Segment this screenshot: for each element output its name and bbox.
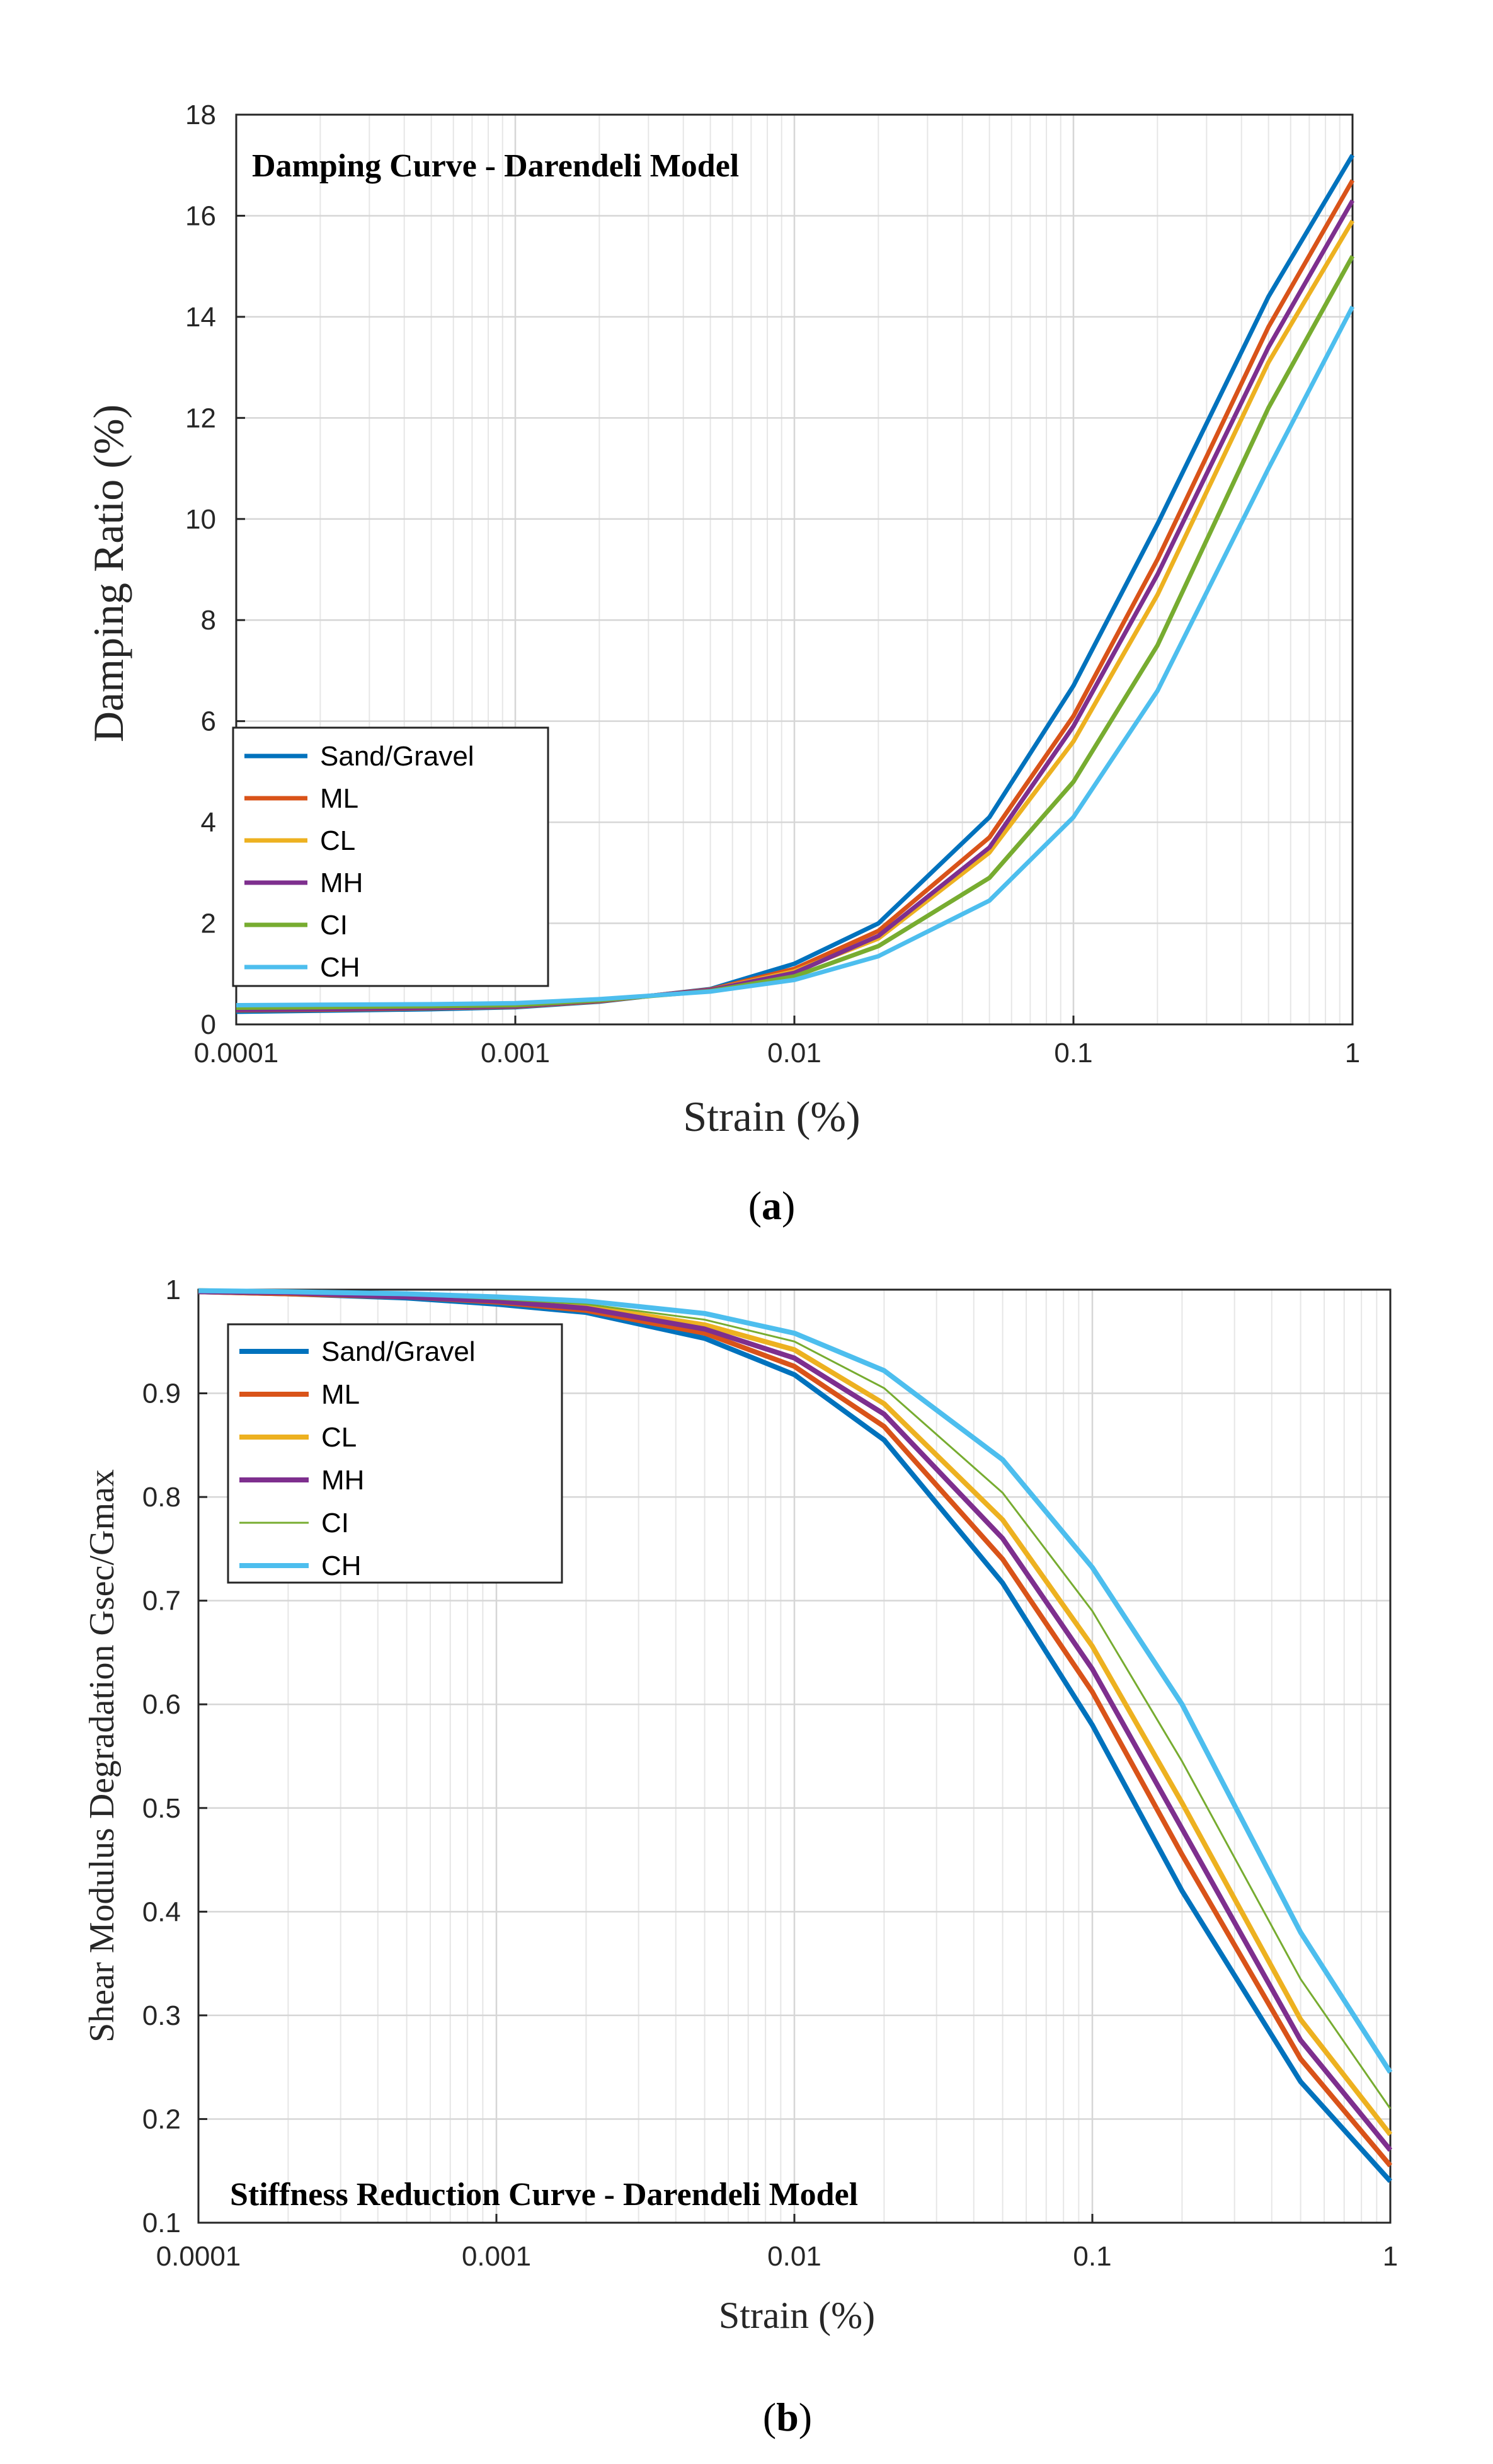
y-tick-label: 0.5 (142, 1793, 181, 1824)
y-tick-label: 1 (166, 1275, 181, 1305)
stiffness-chart: 0.1 0.2 0.3 0.4 0.5 0.6 0.7 0.8 0.9 1 0.0001 0.001 0… (83, 1275, 1398, 2336)
caption-a-letter: a (762, 1183, 782, 1228)
caption-b: (b) (763, 2395, 812, 2439)
legend-label: Sand/Gravel (320, 741, 474, 772)
legend-label: CI (321, 1508, 349, 1539)
legend-label: CH (320, 952, 360, 983)
damping-chart-ticks: 0 2 4 6 8 10 12 14 16 18 0.0001 0.001 0.01 0.1 1 (185, 100, 1360, 1069)
damping-chart-title: Damping Curve - Darendeli Model (252, 148, 739, 184)
y-tick-label: 10 (185, 504, 216, 535)
y-tick-label: 4 (201, 807, 216, 838)
legend-box (232, 726, 549, 987)
y-tick-label: 14 (185, 302, 216, 333)
x-tick-label: 1 (1345, 1038, 1360, 1069)
legend-label: CH (321, 1550, 362, 1581)
legend-label: Sand/Gravel (321, 1336, 476, 1367)
x-tick-label: 0.1 (1054, 1038, 1092, 1069)
stiffness-chart-ticks: 0.1 0.2 0.3 0.4 0.5 0.6 0.7 0.8 0.9 1 0.0001 0.001 0… (142, 1275, 1398, 2272)
damping-chart-legend: Sand/Gravel ML CL MH CI CH (232, 726, 549, 987)
x-tick-label: 0.0001 (194, 1038, 279, 1069)
damping-chart: 0 2 4 6 8 10 12 14 16 18 0.0001 0.001 0.01 0.1 1 Dampi… (84, 100, 1360, 1140)
legend-label: CI (320, 910, 348, 941)
y-tick-label: 8 (201, 605, 216, 636)
caption-b-letter: b (776, 2395, 799, 2439)
x-tick-label: 1 (1383, 2241, 1398, 2272)
stiffness-chart-title: Stiffness Reduction Curve - Darendeli Mo… (230, 2177, 858, 2213)
x-tick-label: 0.1 (1073, 2241, 1111, 2272)
x-tick-label: 0.0001 (156, 2241, 241, 2272)
series-line-ch (198, 1288, 1393, 2074)
legend-label: ML (321, 1379, 360, 1410)
y-tick-label: 0.9 (142, 1378, 181, 1409)
y-tick-label: 6 (201, 706, 216, 737)
y-tick-label: 0.2 (142, 2104, 181, 2135)
legend-label: ML (320, 783, 358, 814)
y-tick-label: 0.8 (142, 1482, 181, 1513)
x-tick-label: 0.001 (481, 1038, 550, 1069)
caption-a: (a) (748, 1183, 796, 1228)
y-tick-label: 0 (201, 1009, 216, 1040)
x-tick-label: 0.01 (767, 2241, 821, 2272)
damping-chart-xlabel: Strain (%) (683, 1092, 860, 1140)
x-tick-label: 0.01 (767, 1038, 821, 1069)
y-tick-label: 0.4 (142, 1896, 181, 1927)
legend-label: MH (321, 1465, 364, 1496)
y-tick-label: 0.1 (142, 2208, 181, 2238)
damping-chart-grid (235, 113, 1353, 1026)
y-tick-label: 16 (185, 200, 216, 231)
stiffness-chart-series (198, 1288, 1393, 2183)
y-tick-label: 0.7 (142, 1586, 181, 1617)
stiffness-chart-xlabel: Strain (%) (719, 2295, 875, 2336)
stiffness-chart-ylabel: Shear Modulus Degradation Gsec/Gmax (83, 1469, 122, 2043)
damping-chart-series (236, 154, 1355, 1014)
legend-label: CL (321, 1422, 357, 1453)
damping-chart-ylabel: Damping Ratio (%) (84, 404, 132, 742)
y-tick-label: 0.6 (142, 1689, 181, 1720)
y-tick-label: 18 (185, 100, 216, 130)
x-tick-label: 0.001 (462, 2241, 531, 2272)
series-line-ch (236, 306, 1355, 1007)
legend-box (227, 1323, 563, 1584)
y-tick-label: 0.3 (142, 2000, 181, 2031)
y-tick-label: 2 (201, 908, 216, 939)
legend-label: MH (320, 868, 363, 898)
stiffness-chart-legend: Sand/Gravel ML CL MH CI CH (227, 1323, 563, 1584)
series-line-mh (198, 1289, 1393, 2152)
stiffness-chart-grid (197, 1288, 1390, 2224)
legend-label: CL (320, 825, 355, 856)
y-tick-label: 12 (185, 403, 216, 433)
